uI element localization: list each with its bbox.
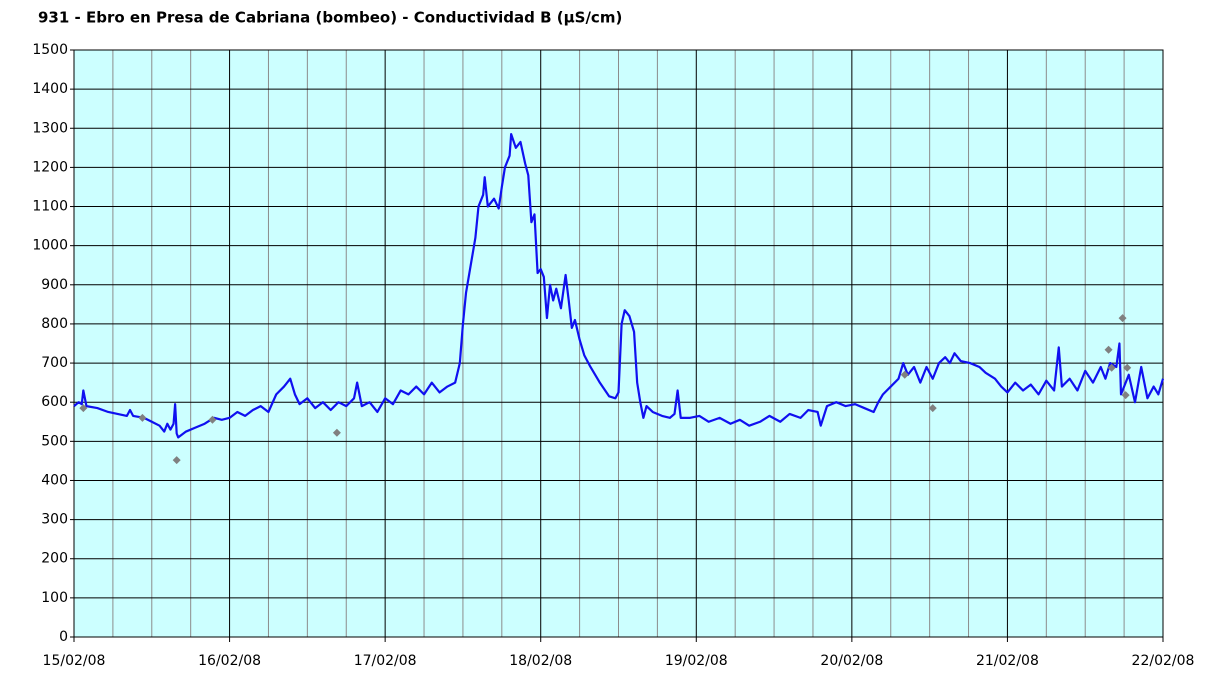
y-tick-label: 500 bbox=[41, 433, 68, 449]
y-tick-label: 300 bbox=[41, 512, 68, 528]
y-tick-label: 700 bbox=[41, 355, 68, 371]
x-tick-label: 22/02/08 bbox=[1132, 653, 1195, 669]
y-tick-label: 0 bbox=[59, 629, 68, 645]
x-tick-label: 15/02/08 bbox=[43, 653, 106, 669]
y-tick-label: 1000 bbox=[32, 238, 68, 254]
x-tick-label: 20/02/08 bbox=[820, 653, 883, 669]
point bbox=[1121, 391, 1130, 400]
x-tick-label: 21/02/08 bbox=[976, 653, 1039, 669]
y-tick-label: 1200 bbox=[32, 159, 68, 175]
y-tick-label: 800 bbox=[41, 316, 68, 332]
point bbox=[900, 370, 909, 379]
x-tick-label: 16/02/08 bbox=[198, 653, 261, 669]
y-tick-label: 200 bbox=[41, 551, 68, 567]
point bbox=[208, 415, 217, 424]
x-tick-label: 19/02/08 bbox=[665, 653, 728, 669]
point bbox=[1104, 345, 1113, 354]
point bbox=[1107, 363, 1116, 372]
y-tick-label: 1100 bbox=[32, 199, 68, 215]
x-tick-label: 18/02/08 bbox=[509, 653, 572, 669]
line-series bbox=[73, 133, 1165, 439]
point bbox=[332, 428, 341, 437]
point bbox=[1118, 314, 1127, 323]
y-tick-label: 400 bbox=[41, 472, 68, 488]
y-tick-label: 1500 bbox=[32, 42, 68, 58]
point bbox=[79, 404, 88, 413]
chart-title: 931 - Ebro en Presa de Cabriana (bombeo)… bbox=[38, 9, 622, 27]
y-tick-label: 1300 bbox=[32, 120, 68, 136]
y-tick-label: 600 bbox=[41, 394, 68, 410]
x-tick-label: 17/02/08 bbox=[354, 653, 417, 669]
y-tick-label: 100 bbox=[41, 590, 68, 606]
plot-border bbox=[73, 49, 1164, 638]
y-tick-label: 900 bbox=[41, 277, 68, 293]
point bbox=[138, 413, 147, 422]
point bbox=[172, 456, 181, 465]
point bbox=[928, 404, 937, 413]
point bbox=[1123, 363, 1132, 372]
y-tick-label: 1400 bbox=[32, 81, 68, 97]
